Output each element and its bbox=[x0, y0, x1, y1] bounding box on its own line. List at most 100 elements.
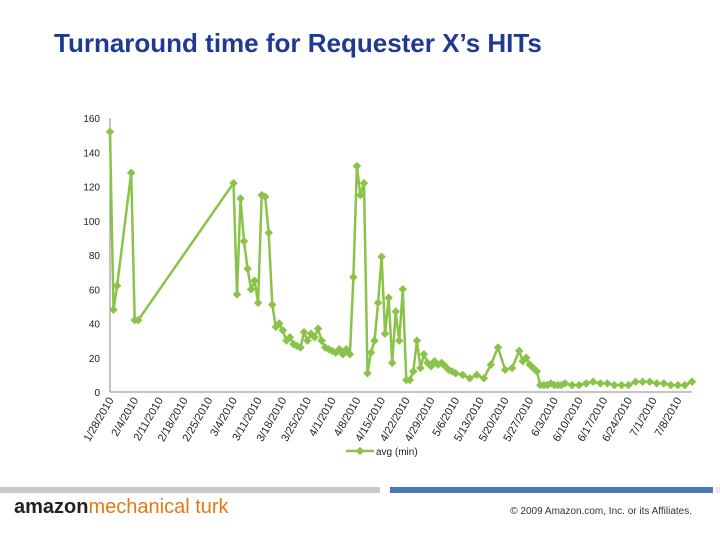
legend-marker bbox=[355, 446, 365, 456]
footer-segment bbox=[390, 487, 713, 493]
data-point-marker bbox=[377, 252, 386, 261]
data-point-marker bbox=[624, 380, 633, 390]
data-point-marker bbox=[370, 336, 379, 345]
data-point-marker bbox=[380, 329, 390, 339]
data-point-marker bbox=[236, 194, 245, 203]
data-point-marker bbox=[419, 350, 429, 359]
data-point-marker bbox=[232, 290, 242, 299]
legend-label: avg (min) bbox=[376, 447, 418, 458]
data-point-marker bbox=[313, 324, 323, 333]
data-point-marker bbox=[532, 367, 542, 376]
data-point-marker bbox=[133, 315, 143, 325]
data-point-marker bbox=[610, 380, 619, 390]
data-point-marker bbox=[253, 298, 263, 308]
data-point-marker bbox=[603, 379, 612, 388]
data-point-marker bbox=[465, 374, 475, 383]
y-tick-label: 100 bbox=[83, 217, 100, 228]
data-point-marker bbox=[303, 336, 312, 345]
data-point-marker bbox=[567, 380, 577, 390]
data-point-marker bbox=[275, 319, 284, 328]
data-point-marker bbox=[338, 350, 348, 359]
data-point-marker bbox=[458, 370, 467, 380]
x-tick-label: 1/28/2010 bbox=[82, 396, 117, 444]
y-tick-label: 60 bbox=[89, 285, 101, 296]
y-tick-label: 20 bbox=[89, 354, 101, 365]
data-point-marker bbox=[260, 192, 270, 202]
y-tick-label: 160 bbox=[83, 114, 100, 125]
data-point-marker bbox=[426, 362, 436, 371]
data-point-marker bbox=[391, 307, 400, 316]
series-line bbox=[108, 131, 693, 387]
y-tick-label: 40 bbox=[89, 320, 101, 331]
legend: avg (min) bbox=[346, 446, 418, 458]
data-point-marker bbox=[243, 264, 252, 273]
data-point-marker bbox=[680, 380, 690, 390]
data-point-marker bbox=[363, 368, 372, 378]
footer-bar bbox=[0, 487, 720, 493]
data-point-marker bbox=[666, 380, 676, 390]
data-point-marker bbox=[250, 276, 259, 285]
data-point-marker bbox=[409, 367, 418, 376]
data-point-marker bbox=[405, 375, 415, 385]
x-axis: 1/28/20102/4/20102/11/20102/18/20102/25/… bbox=[82, 391, 692, 444]
data-point-marker bbox=[384, 293, 393, 303]
data-point-marker bbox=[638, 377, 647, 386]
data-point-marker bbox=[493, 343, 503, 352]
data-point-marker bbox=[398, 285, 408, 294]
data-point-marker bbox=[285, 332, 295, 342]
copyright-text: © 2009 Amazon.com, Inc. or its Affiliate… bbox=[510, 506, 692, 517]
data-point-marker bbox=[659, 379, 669, 388]
data-point-marker bbox=[317, 336, 326, 345]
data-point-marker bbox=[472, 370, 482, 380]
data-point-marker bbox=[687, 377, 697, 386]
data-point-marker bbox=[229, 178, 238, 188]
data-point-marker bbox=[514, 346, 524, 356]
series-avg-min bbox=[105, 127, 697, 390]
data-point-marker bbox=[479, 374, 489, 383]
data-point-marker bbox=[345, 350, 355, 359]
amazon-mechanical-turk-logo: amazonmechanical turk bbox=[14, 496, 229, 518]
y-tick-label: 140 bbox=[83, 148, 100, 159]
data-point-marker bbox=[500, 365, 510, 374]
data-point-marker bbox=[387, 358, 397, 368]
footer-segment bbox=[716, 487, 720, 493]
data-point-marker bbox=[296, 343, 305, 352]
data-point-marker bbox=[342, 344, 351, 354]
data-point-marker bbox=[310, 332, 319, 342]
data-point-marker bbox=[486, 360, 496, 369]
data-point-marker bbox=[581, 379, 591, 388]
line-chart: 0 20 40 60 80 100 120 140 160 1/28/20102/4/20102… bbox=[82, 114, 697, 458]
data-point-marker bbox=[507, 363, 517, 373]
data-point-marker bbox=[299, 327, 309, 337]
data-point-marker bbox=[349, 273, 358, 282]
data-point-marker bbox=[416, 363, 425, 373]
data-point-marker bbox=[105, 127, 115, 136]
y-tick-label: 0 bbox=[94, 388, 100, 399]
data-point-marker bbox=[631, 377, 640, 386]
y-axis: 0 20 40 60 80 100 120 140 160 bbox=[83, 114, 111, 399]
data-point-marker bbox=[521, 353, 531, 363]
data-point-marker bbox=[126, 168, 136, 178]
data-point-marker bbox=[359, 178, 369, 188]
data-point-marker bbox=[352, 161, 362, 171]
data-point-marker bbox=[412, 336, 422, 345]
data-point-marker bbox=[596, 379, 605, 388]
data-point-marker bbox=[246, 285, 256, 294]
data-point-marker bbox=[645, 377, 654, 386]
data-point-marker bbox=[109, 305, 118, 315]
data-point-marker bbox=[451, 368, 460, 378]
data-point-marker bbox=[574, 380, 584, 390]
data-point-marker bbox=[588, 377, 598, 386]
data-point-marker bbox=[356, 190, 365, 200]
data-point-marker bbox=[652, 379, 661, 388]
data-point-marker bbox=[112, 281, 122, 291]
y-tick-label: 80 bbox=[89, 251, 101, 262]
data-point-marker bbox=[366, 348, 376, 357]
data-point-marker bbox=[335, 344, 344, 354]
data-point-marker bbox=[268, 300, 277, 309]
data-point-marker bbox=[264, 228, 273, 237]
data-point-marker bbox=[394, 336, 404, 345]
page-title: Turnaround time for Requester X’s HITs bbox=[54, 28, 542, 58]
data-point-marker bbox=[673, 380, 683, 390]
data-point-marker bbox=[617, 380, 626, 390]
